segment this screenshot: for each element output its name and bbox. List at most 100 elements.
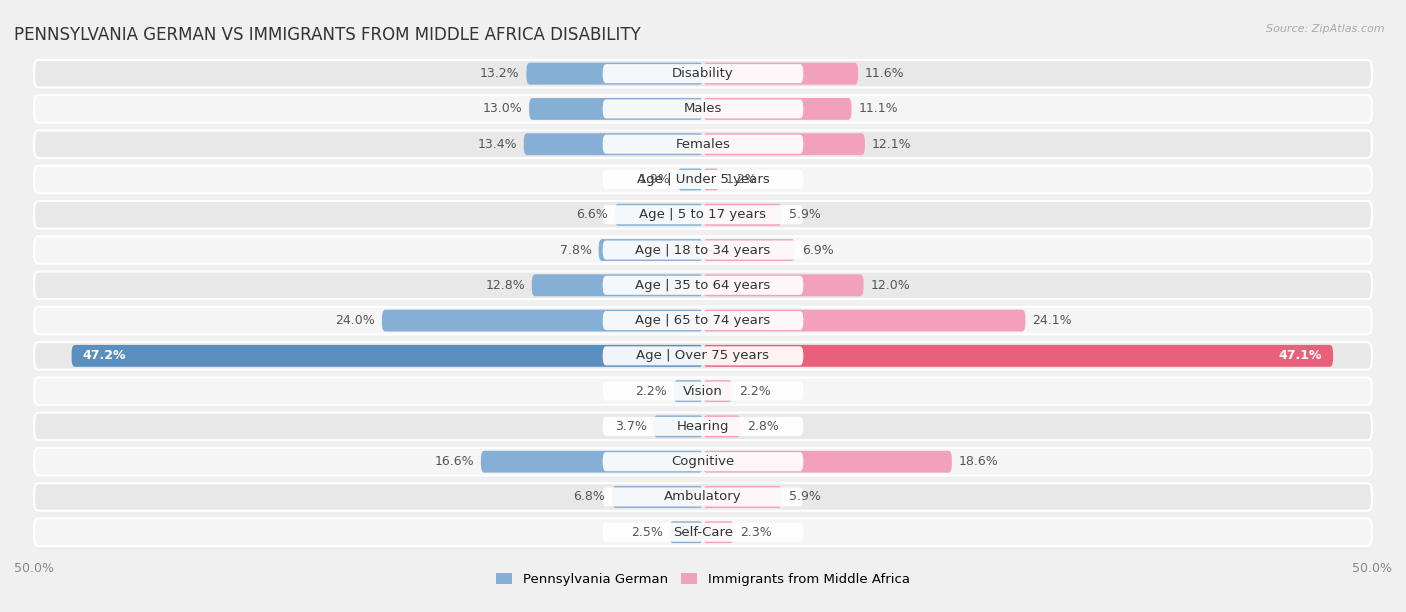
FancyBboxPatch shape xyxy=(703,133,865,155)
FancyBboxPatch shape xyxy=(703,310,1025,332)
Text: 47.1%: 47.1% xyxy=(1279,349,1323,362)
Text: 13.4%: 13.4% xyxy=(478,138,517,151)
FancyBboxPatch shape xyxy=(703,380,733,402)
Text: Hearing: Hearing xyxy=(676,420,730,433)
Text: Age | 5 to 17 years: Age | 5 to 17 years xyxy=(640,208,766,222)
FancyBboxPatch shape xyxy=(603,170,803,189)
Text: 5.9%: 5.9% xyxy=(789,490,821,504)
FancyBboxPatch shape xyxy=(34,166,1372,193)
FancyBboxPatch shape xyxy=(614,204,703,226)
FancyBboxPatch shape xyxy=(34,201,1372,228)
FancyBboxPatch shape xyxy=(603,276,803,295)
FancyBboxPatch shape xyxy=(603,452,803,471)
FancyBboxPatch shape xyxy=(34,448,1372,476)
FancyBboxPatch shape xyxy=(34,412,1372,440)
Text: 6.8%: 6.8% xyxy=(574,490,606,504)
FancyBboxPatch shape xyxy=(703,451,952,472)
FancyBboxPatch shape xyxy=(34,483,1372,510)
FancyBboxPatch shape xyxy=(603,487,803,507)
Text: 2.5%: 2.5% xyxy=(631,526,662,539)
FancyBboxPatch shape xyxy=(34,518,1372,546)
FancyBboxPatch shape xyxy=(481,451,703,472)
Text: 2.8%: 2.8% xyxy=(747,420,779,433)
FancyBboxPatch shape xyxy=(703,239,796,261)
Text: Age | 35 to 64 years: Age | 35 to 64 years xyxy=(636,279,770,292)
Text: PENNSYLVANIA GERMAN VS IMMIGRANTS FROM MIDDLE AFRICA DISABILITY: PENNSYLVANIA GERMAN VS IMMIGRANTS FROM M… xyxy=(14,26,641,43)
Text: Females: Females xyxy=(675,138,731,151)
FancyBboxPatch shape xyxy=(654,416,703,438)
Text: Age | 65 to 74 years: Age | 65 to 74 years xyxy=(636,314,770,327)
FancyBboxPatch shape xyxy=(703,521,734,543)
Text: 3.7%: 3.7% xyxy=(614,420,647,433)
FancyBboxPatch shape xyxy=(72,345,703,367)
Text: 13.0%: 13.0% xyxy=(482,102,523,116)
Text: 12.1%: 12.1% xyxy=(872,138,911,151)
Text: 12.0%: 12.0% xyxy=(870,279,910,292)
Text: 2.2%: 2.2% xyxy=(636,384,666,398)
Text: Males: Males xyxy=(683,102,723,116)
Text: Age | 18 to 34 years: Age | 18 to 34 years xyxy=(636,244,770,256)
Text: 24.0%: 24.0% xyxy=(336,314,375,327)
Text: 6.9%: 6.9% xyxy=(801,244,834,256)
FancyBboxPatch shape xyxy=(703,204,782,226)
FancyBboxPatch shape xyxy=(34,130,1372,158)
FancyBboxPatch shape xyxy=(603,311,803,330)
Text: 2.2%: 2.2% xyxy=(740,384,770,398)
FancyBboxPatch shape xyxy=(603,99,803,119)
FancyBboxPatch shape xyxy=(703,62,858,84)
Text: Age | Over 75 years: Age | Over 75 years xyxy=(637,349,769,362)
FancyBboxPatch shape xyxy=(34,378,1372,405)
Text: Self-Care: Self-Care xyxy=(673,526,733,539)
FancyBboxPatch shape xyxy=(34,307,1372,334)
Text: Age | Under 5 years: Age | Under 5 years xyxy=(637,173,769,186)
Text: Cognitive: Cognitive xyxy=(672,455,734,468)
FancyBboxPatch shape xyxy=(382,310,703,332)
FancyBboxPatch shape xyxy=(703,486,782,508)
FancyBboxPatch shape xyxy=(603,346,803,365)
FancyBboxPatch shape xyxy=(34,60,1372,88)
Text: Source: ZipAtlas.com: Source: ZipAtlas.com xyxy=(1267,24,1385,34)
Text: 2.3%: 2.3% xyxy=(741,526,772,539)
FancyBboxPatch shape xyxy=(524,133,703,155)
FancyBboxPatch shape xyxy=(703,416,741,438)
Text: 12.8%: 12.8% xyxy=(485,279,524,292)
FancyBboxPatch shape xyxy=(703,274,863,296)
Text: 1.2%: 1.2% xyxy=(725,173,758,186)
FancyBboxPatch shape xyxy=(703,168,718,190)
FancyBboxPatch shape xyxy=(703,98,852,120)
Text: 13.2%: 13.2% xyxy=(479,67,520,80)
Text: 11.1%: 11.1% xyxy=(858,102,898,116)
FancyBboxPatch shape xyxy=(669,521,703,543)
Text: 1.9%: 1.9% xyxy=(640,173,671,186)
FancyBboxPatch shape xyxy=(603,417,803,436)
Text: 24.1%: 24.1% xyxy=(1032,314,1071,327)
Text: Disability: Disability xyxy=(672,67,734,80)
Text: Ambulatory: Ambulatory xyxy=(664,490,742,504)
Text: 11.6%: 11.6% xyxy=(865,67,904,80)
FancyBboxPatch shape xyxy=(673,380,703,402)
FancyBboxPatch shape xyxy=(703,345,1333,367)
FancyBboxPatch shape xyxy=(603,523,803,542)
FancyBboxPatch shape xyxy=(603,135,803,154)
FancyBboxPatch shape xyxy=(599,239,703,261)
Text: Vision: Vision xyxy=(683,384,723,398)
FancyBboxPatch shape xyxy=(603,205,803,224)
Text: 5.9%: 5.9% xyxy=(789,208,821,222)
FancyBboxPatch shape xyxy=(529,98,703,120)
FancyBboxPatch shape xyxy=(603,64,803,83)
Text: 47.2%: 47.2% xyxy=(83,349,125,362)
Text: 16.6%: 16.6% xyxy=(434,455,474,468)
FancyBboxPatch shape xyxy=(612,486,703,508)
FancyBboxPatch shape xyxy=(603,241,803,259)
FancyBboxPatch shape xyxy=(531,274,703,296)
FancyBboxPatch shape xyxy=(34,272,1372,299)
Legend: Pennsylvania German, Immigrants from Middle Africa: Pennsylvania German, Immigrants from Mid… xyxy=(491,567,915,591)
FancyBboxPatch shape xyxy=(678,168,703,190)
Text: 6.6%: 6.6% xyxy=(576,208,607,222)
FancyBboxPatch shape xyxy=(34,95,1372,122)
Text: 7.8%: 7.8% xyxy=(560,244,592,256)
FancyBboxPatch shape xyxy=(526,62,703,84)
Text: 18.6%: 18.6% xyxy=(959,455,998,468)
FancyBboxPatch shape xyxy=(603,382,803,401)
FancyBboxPatch shape xyxy=(34,342,1372,370)
